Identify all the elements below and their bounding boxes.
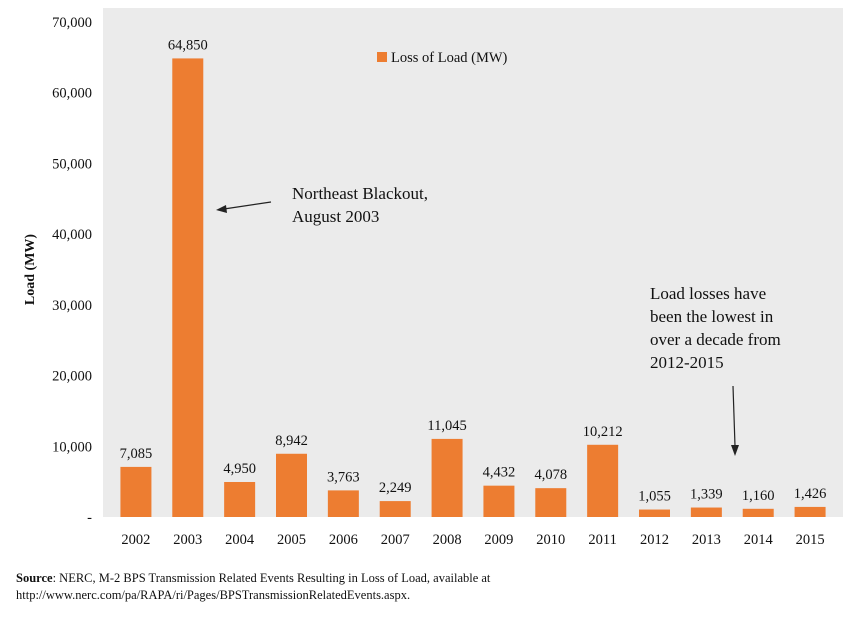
data-label: 11,045 xyxy=(427,418,466,434)
annotation-arrow-head xyxy=(731,445,739,456)
bar xyxy=(794,506,826,517)
data-label: 10,212 xyxy=(583,424,623,440)
bar xyxy=(535,488,567,517)
annotation-blackout-line: August 2003 xyxy=(292,207,379,226)
bar xyxy=(483,485,515,517)
annotation-blackout-line: Northeast Blackout, xyxy=(292,184,428,203)
chart-area: - 10,000 20,000 30,000 40,000 50,000 60,000 70,… xyxy=(23,8,843,548)
x-tick-label: 2009 xyxy=(484,532,513,548)
data-label: 64,850 xyxy=(168,37,208,53)
y-tick-label: - xyxy=(87,510,92,526)
annotation-arrow-line xyxy=(732,385,736,447)
y-tick-label: 30,000 xyxy=(52,298,92,314)
source-text: : NERC, M-2 BPS Transmission Related Eve… xyxy=(52,571,491,585)
x-tick-label: 2002 xyxy=(121,532,150,548)
bar xyxy=(742,508,774,517)
plot-background xyxy=(103,8,843,517)
legend-swatch xyxy=(377,52,387,62)
bar xyxy=(431,438,463,517)
data-label: 2,249 xyxy=(379,480,412,496)
annotation-lowest-line: been the lowest in xyxy=(650,307,774,326)
x-tick-label: 2003 xyxy=(173,532,202,548)
annotation-arrow-head xyxy=(216,205,227,213)
annotation-lowest-line: 2012-2015 xyxy=(650,353,724,372)
data-label: 7,085 xyxy=(120,446,153,462)
bar xyxy=(379,501,411,517)
x-tick-label: 2015 xyxy=(796,532,825,548)
x-tick-label: 2007 xyxy=(381,532,410,548)
data-label: 3,763 xyxy=(327,469,360,485)
annotation-lowest-line: over a decade from xyxy=(650,330,781,349)
y-tick-label: 10,000 xyxy=(52,439,92,455)
legend-label: Loss of Load (MW) xyxy=(391,50,508,66)
x-tick-label: 2011 xyxy=(588,532,616,548)
source-url: http://www.nerc.com/pa/RAPA/ri/Pages/BPS… xyxy=(16,588,411,602)
data-label: 1,426 xyxy=(794,486,827,502)
x-tick-label: 2013 xyxy=(692,532,721,548)
x-tick-label: 2012 xyxy=(640,532,669,548)
source-note: Source: NERC, M-2 BPS Transmission Relat… xyxy=(16,570,490,587)
source-label: Source xyxy=(16,571,53,585)
bar xyxy=(224,481,256,517)
data-label: 1,055 xyxy=(638,489,671,505)
y-tick-label: 70,000 xyxy=(52,15,92,31)
y-tick-label: 20,000 xyxy=(52,369,92,385)
x-tick-label: 2008 xyxy=(433,532,462,548)
x-tick-label: 2004 xyxy=(225,532,255,548)
data-label: 4,432 xyxy=(483,465,516,481)
x-tick-label: 2010 xyxy=(536,532,565,548)
annotation-arrow-line xyxy=(223,201,272,210)
data-label: 4,078 xyxy=(534,467,567,483)
bar xyxy=(120,466,152,517)
bar xyxy=(587,444,619,517)
loss-of-load-bar-chart: - 10,000 20,000 30,000 40,000 50,000 60,000 70,… xyxy=(23,8,843,548)
bar xyxy=(172,58,204,518)
bar xyxy=(690,507,722,517)
annotation-lowest-line: Load losses have xyxy=(650,284,766,303)
data-label: 1,339 xyxy=(690,487,723,503)
y-tick-label: 60,000 xyxy=(52,86,92,102)
bar xyxy=(276,453,307,517)
x-tick-label: 2006 xyxy=(329,532,358,548)
x-tick-label: 2005 xyxy=(277,532,306,548)
y-tick-label: 50,000 xyxy=(52,156,92,172)
x-tick-label: 2014 xyxy=(744,532,774,548)
data-label: 4,950 xyxy=(223,461,256,477)
bar xyxy=(327,490,359,517)
data-label: 8,942 xyxy=(275,433,308,449)
bar xyxy=(639,509,670,517)
y-tick-label: 40,000 xyxy=(52,227,92,243)
data-label: 1,160 xyxy=(742,488,775,504)
y-axis-label: Load (MW) xyxy=(23,234,38,306)
